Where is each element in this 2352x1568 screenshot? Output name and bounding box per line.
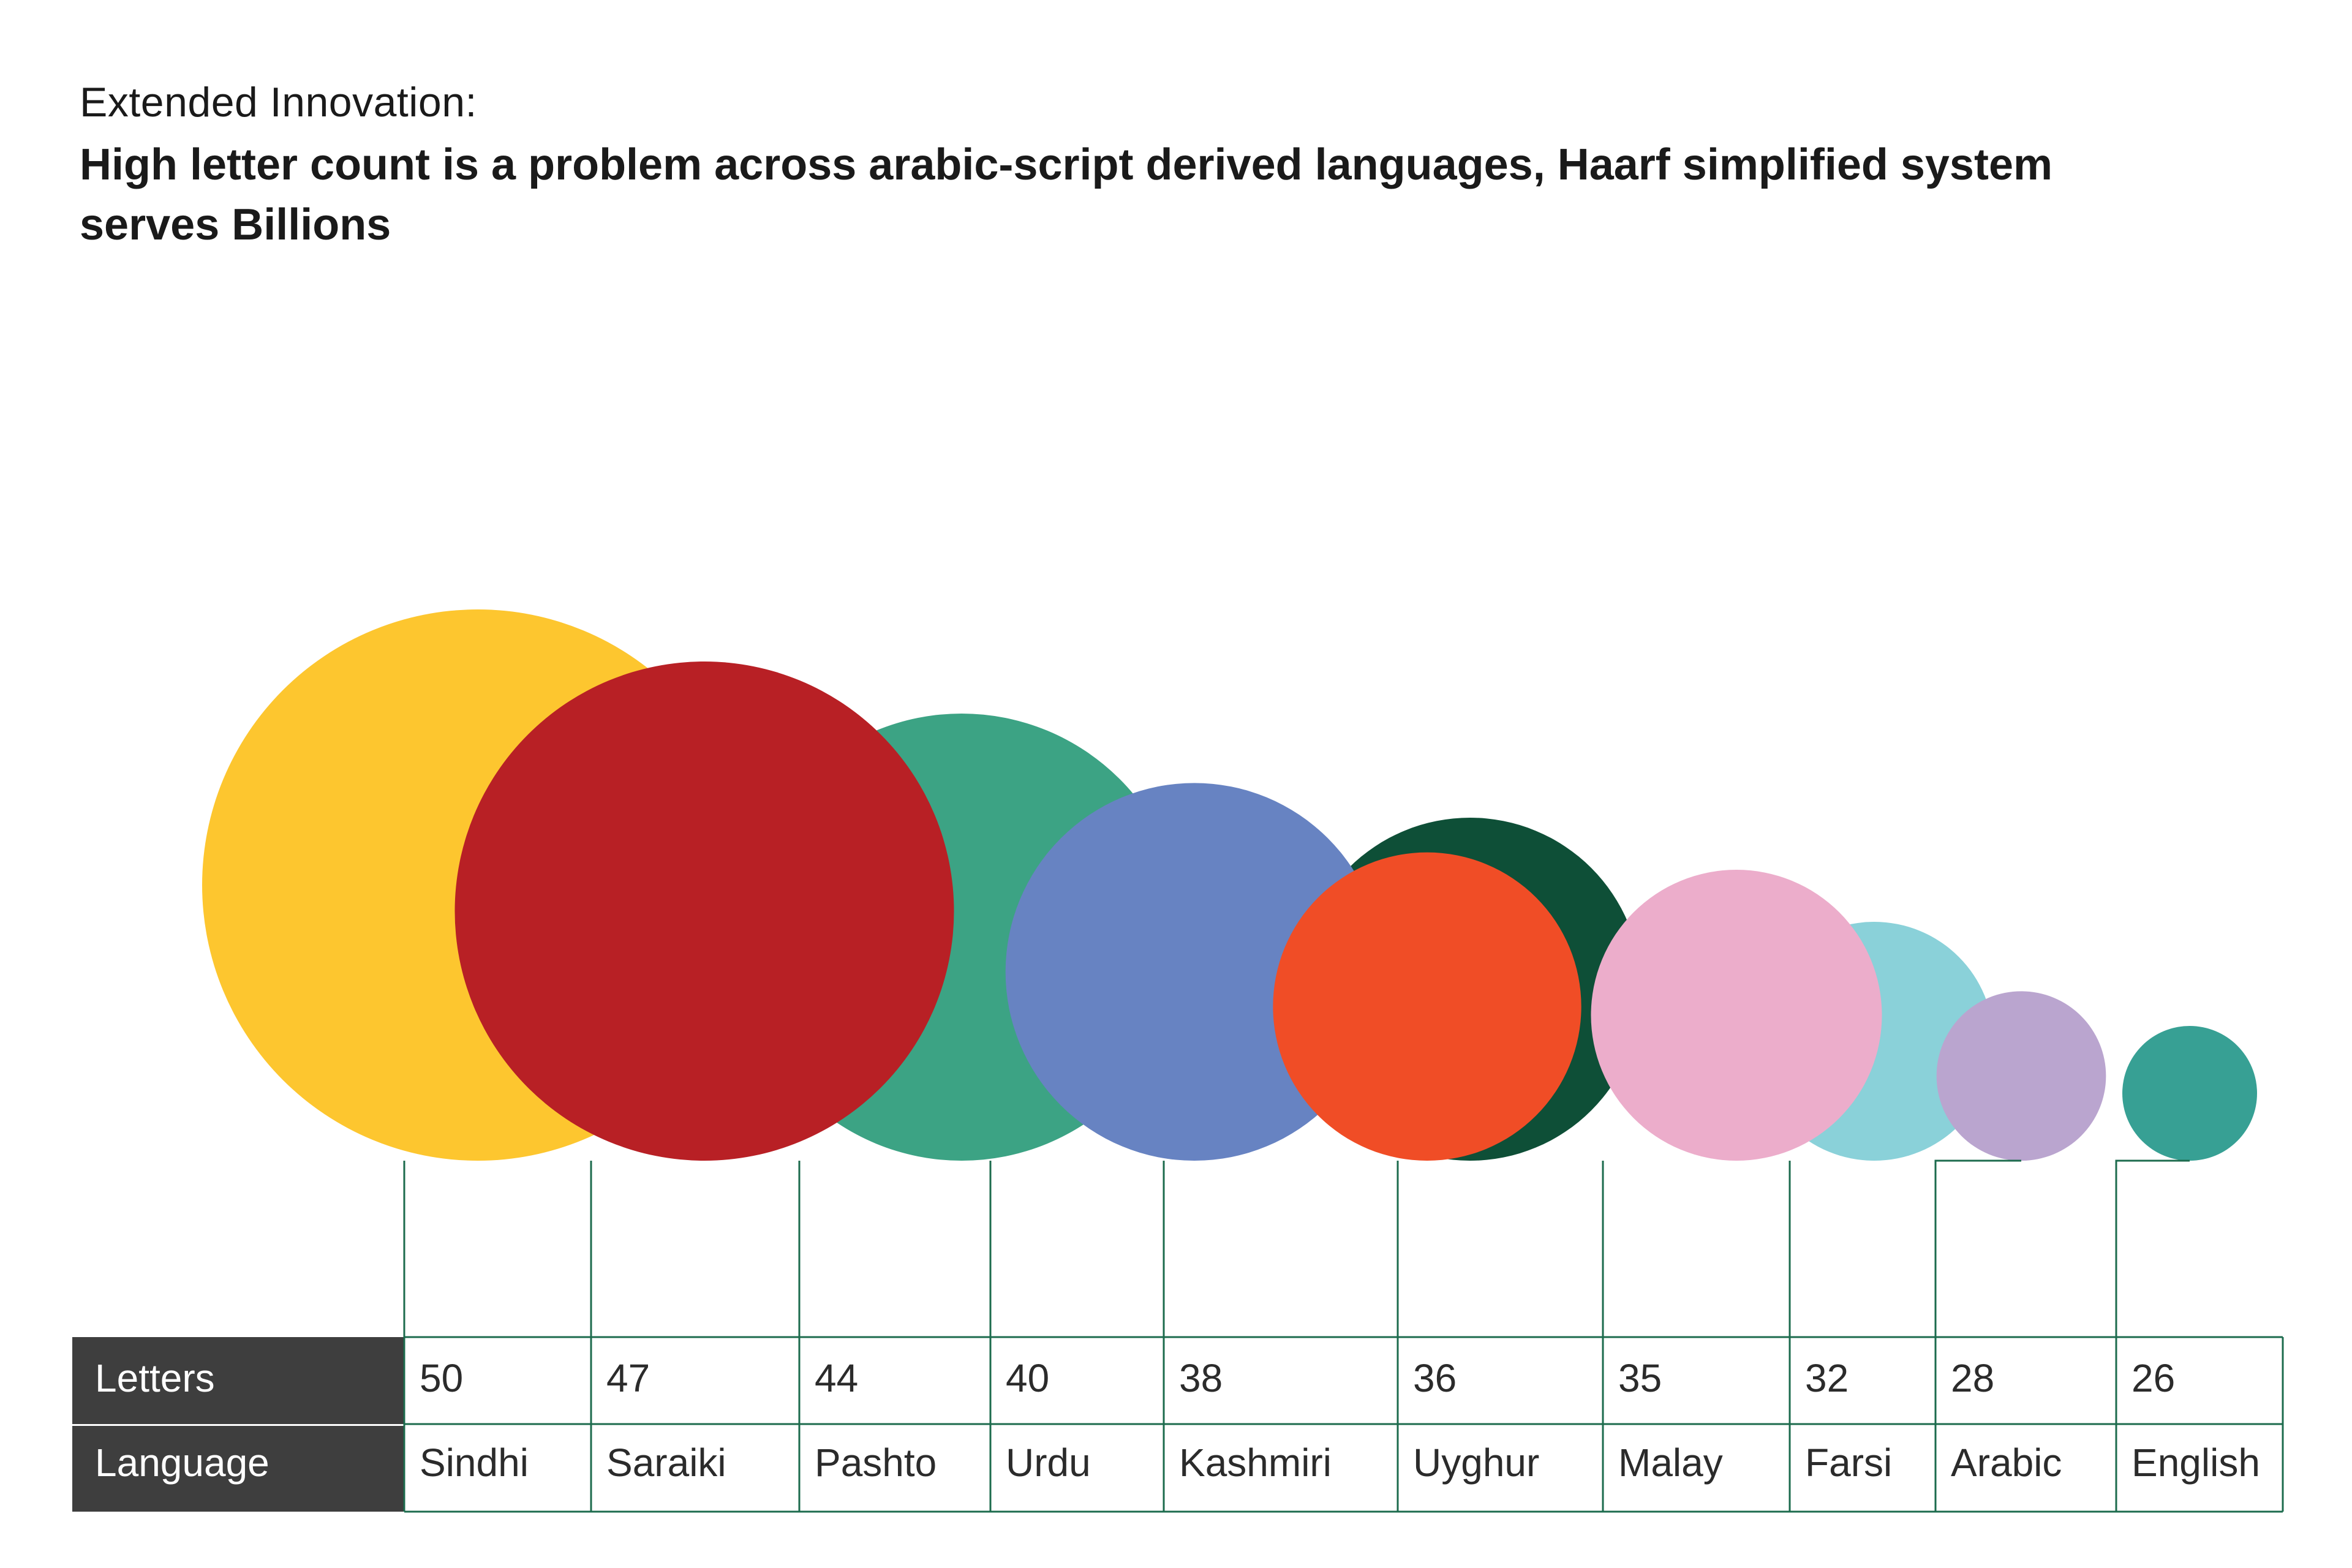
language-header-cell	[72, 1426, 404, 1512]
chart-kicker: Extended Innovation:	[80, 79, 477, 126]
language-name-arabic: Arabic	[1951, 1441, 2062, 1485]
chart-title: High letter count is a problem across ar…	[80, 140, 2053, 249]
language-name-english: English	[2132, 1441, 2260, 1485]
bubble-uyghur	[1273, 852, 1581, 1161]
letter-count-kashmiri: 38	[1179, 1356, 1223, 1400]
letter-count-sindhi: 50	[420, 1356, 463, 1400]
letter-count-urdu: 40	[1006, 1356, 1049, 1400]
language-name-urdu: Urdu	[1006, 1441, 1091, 1485]
connector-english	[2115, 1159, 2190, 1337]
letter-count-malay: 35	[1618, 1356, 1662, 1400]
letters-header-cell	[72, 1337, 404, 1424]
language-name-uyghur: Uyghur	[1413, 1441, 1539, 1485]
bubble-arabic	[1936, 991, 2106, 1161]
bubble-malay	[1591, 870, 1882, 1161]
language-name-sindhi: Sindhi	[420, 1441, 529, 1485]
letter-count-arabic: 28	[1951, 1356, 1994, 1400]
letter-count-farsi: 32	[1805, 1356, 1849, 1400]
letters-row-label: Letters	[95, 1356, 215, 1400]
language-name-kashmiri: Kashmiri	[1179, 1441, 1332, 1485]
connector-layer	[403, 1159, 2190, 1337]
connector-arabic	[1934, 1159, 2021, 1337]
letter-count-pashto: 44	[815, 1356, 858, 1400]
letter-count-english: 26	[2132, 1356, 2175, 1400]
language-name-malay: Malay	[1618, 1441, 1723, 1485]
language-row-label: Language	[95, 1441, 270, 1485]
bubble-saraiki	[454, 662, 954, 1161]
bubble-english	[2122, 1026, 2257, 1161]
bubble-layer	[202, 609, 2257, 1161]
language-name-saraiki: Saraiki	[606, 1441, 726, 1485]
language-name-pashto: Pashto	[815, 1441, 937, 1485]
language-name-farsi: Farsi	[1805, 1441, 1892, 1485]
data-table: Letters Language 50 Sindhi 47 Saraiki 44 Pashto…	[72, 1336, 2284, 1513]
letter-count-uyghur: 36	[1413, 1356, 1457, 1400]
letter-count-saraiki: 47	[606, 1356, 650, 1400]
